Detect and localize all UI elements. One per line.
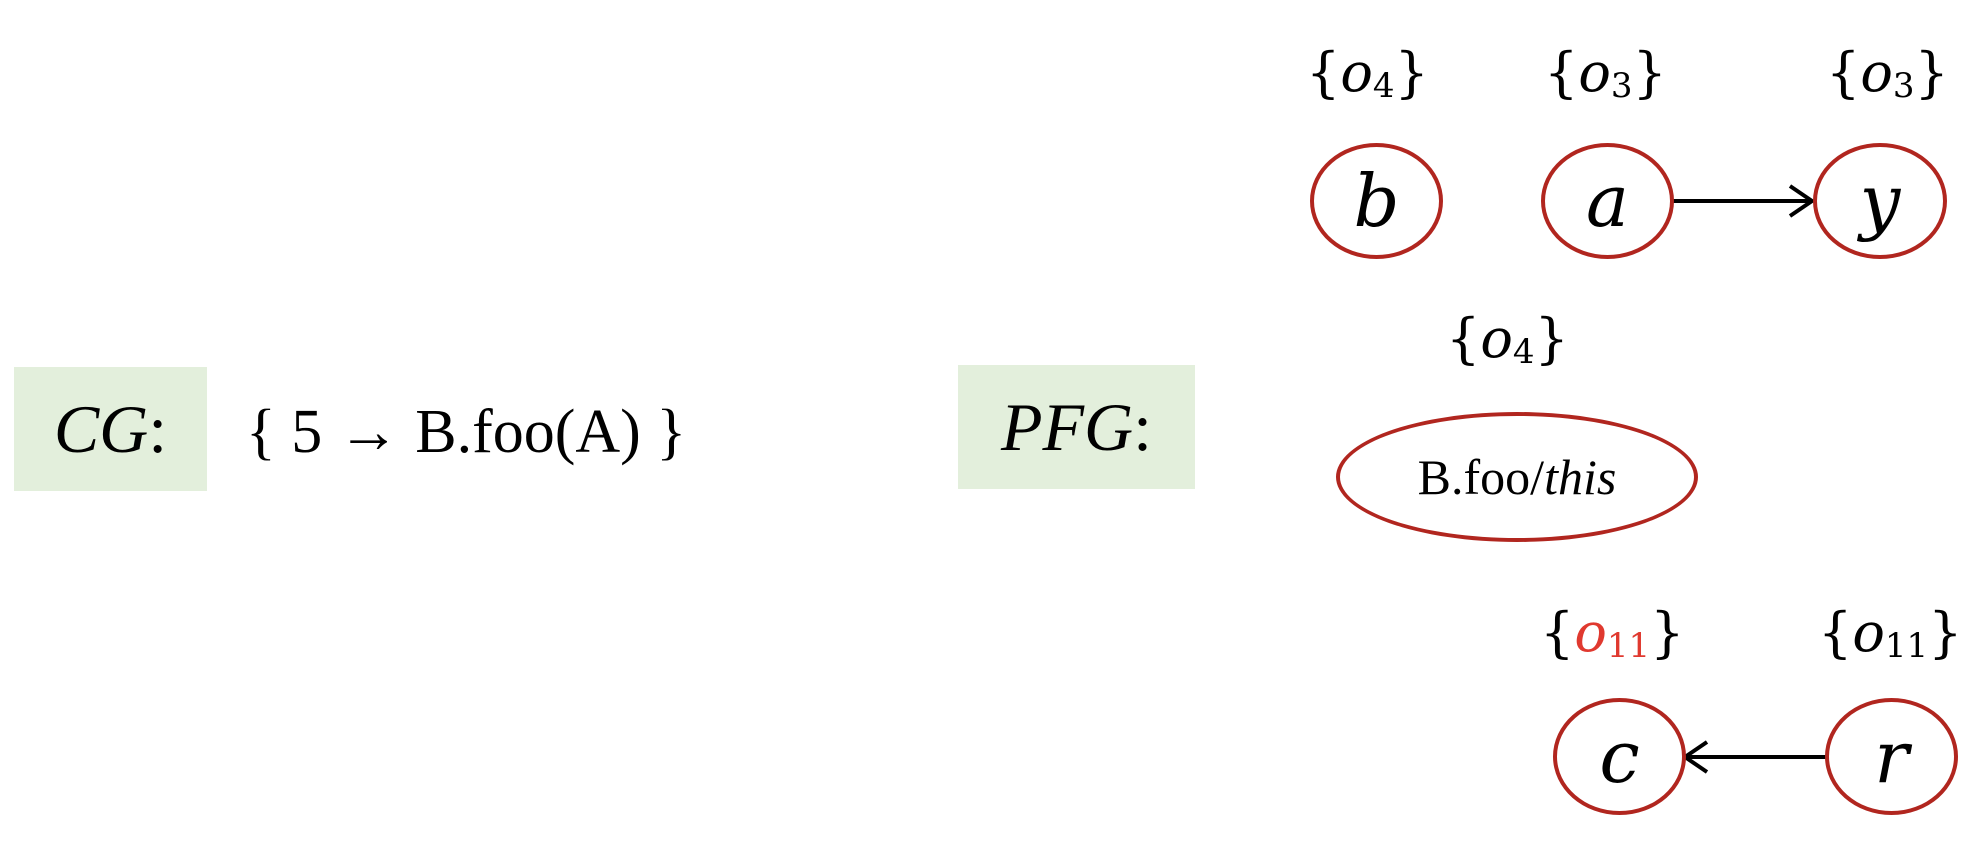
pts-y: {o3} [1826, 41, 1949, 106]
node-label-r: r [1874, 714, 1909, 799]
pts-a: {o3} [1544, 41, 1667, 106]
pts-r: {o11} [1818, 601, 1963, 666]
pfg-node-a: a [1541, 143, 1674, 259]
pts-c: {o11} [1540, 601, 1685, 666]
node-label-bfoo-this: B.foo/this [1417, 449, 1617, 505]
node-label-y: y [1859, 159, 1901, 243]
pfg-label: PFG: [1000, 389, 1153, 465]
edge-r-to-c [1681, 740, 1827, 774]
node-label-c: c [1599, 714, 1640, 799]
call-graph-set: { 5 → B.foo(A) } [246, 398, 687, 466]
pfg-label-box: PFG: [958, 365, 1195, 489]
cg-label: CG: [53, 391, 168, 467]
pfg-node-c: c [1553, 698, 1686, 815]
pfg-node-b: b [1310, 143, 1443, 259]
node-label-b: b [1353, 159, 1400, 243]
edge-a-to-y [1672, 184, 1816, 218]
pfg-node-y: y [1813, 143, 1947, 259]
cg-label-box: CG: [14, 367, 207, 491]
pts-this: {o4} [1446, 307, 1569, 372]
node-label-a: a [1586, 159, 1629, 243]
pfg-node-r: r [1825, 698, 1958, 815]
pfg-node-bfoo-this: B.foo/this [1336, 412, 1698, 542]
pts-b: {o4} [1306, 41, 1429, 106]
